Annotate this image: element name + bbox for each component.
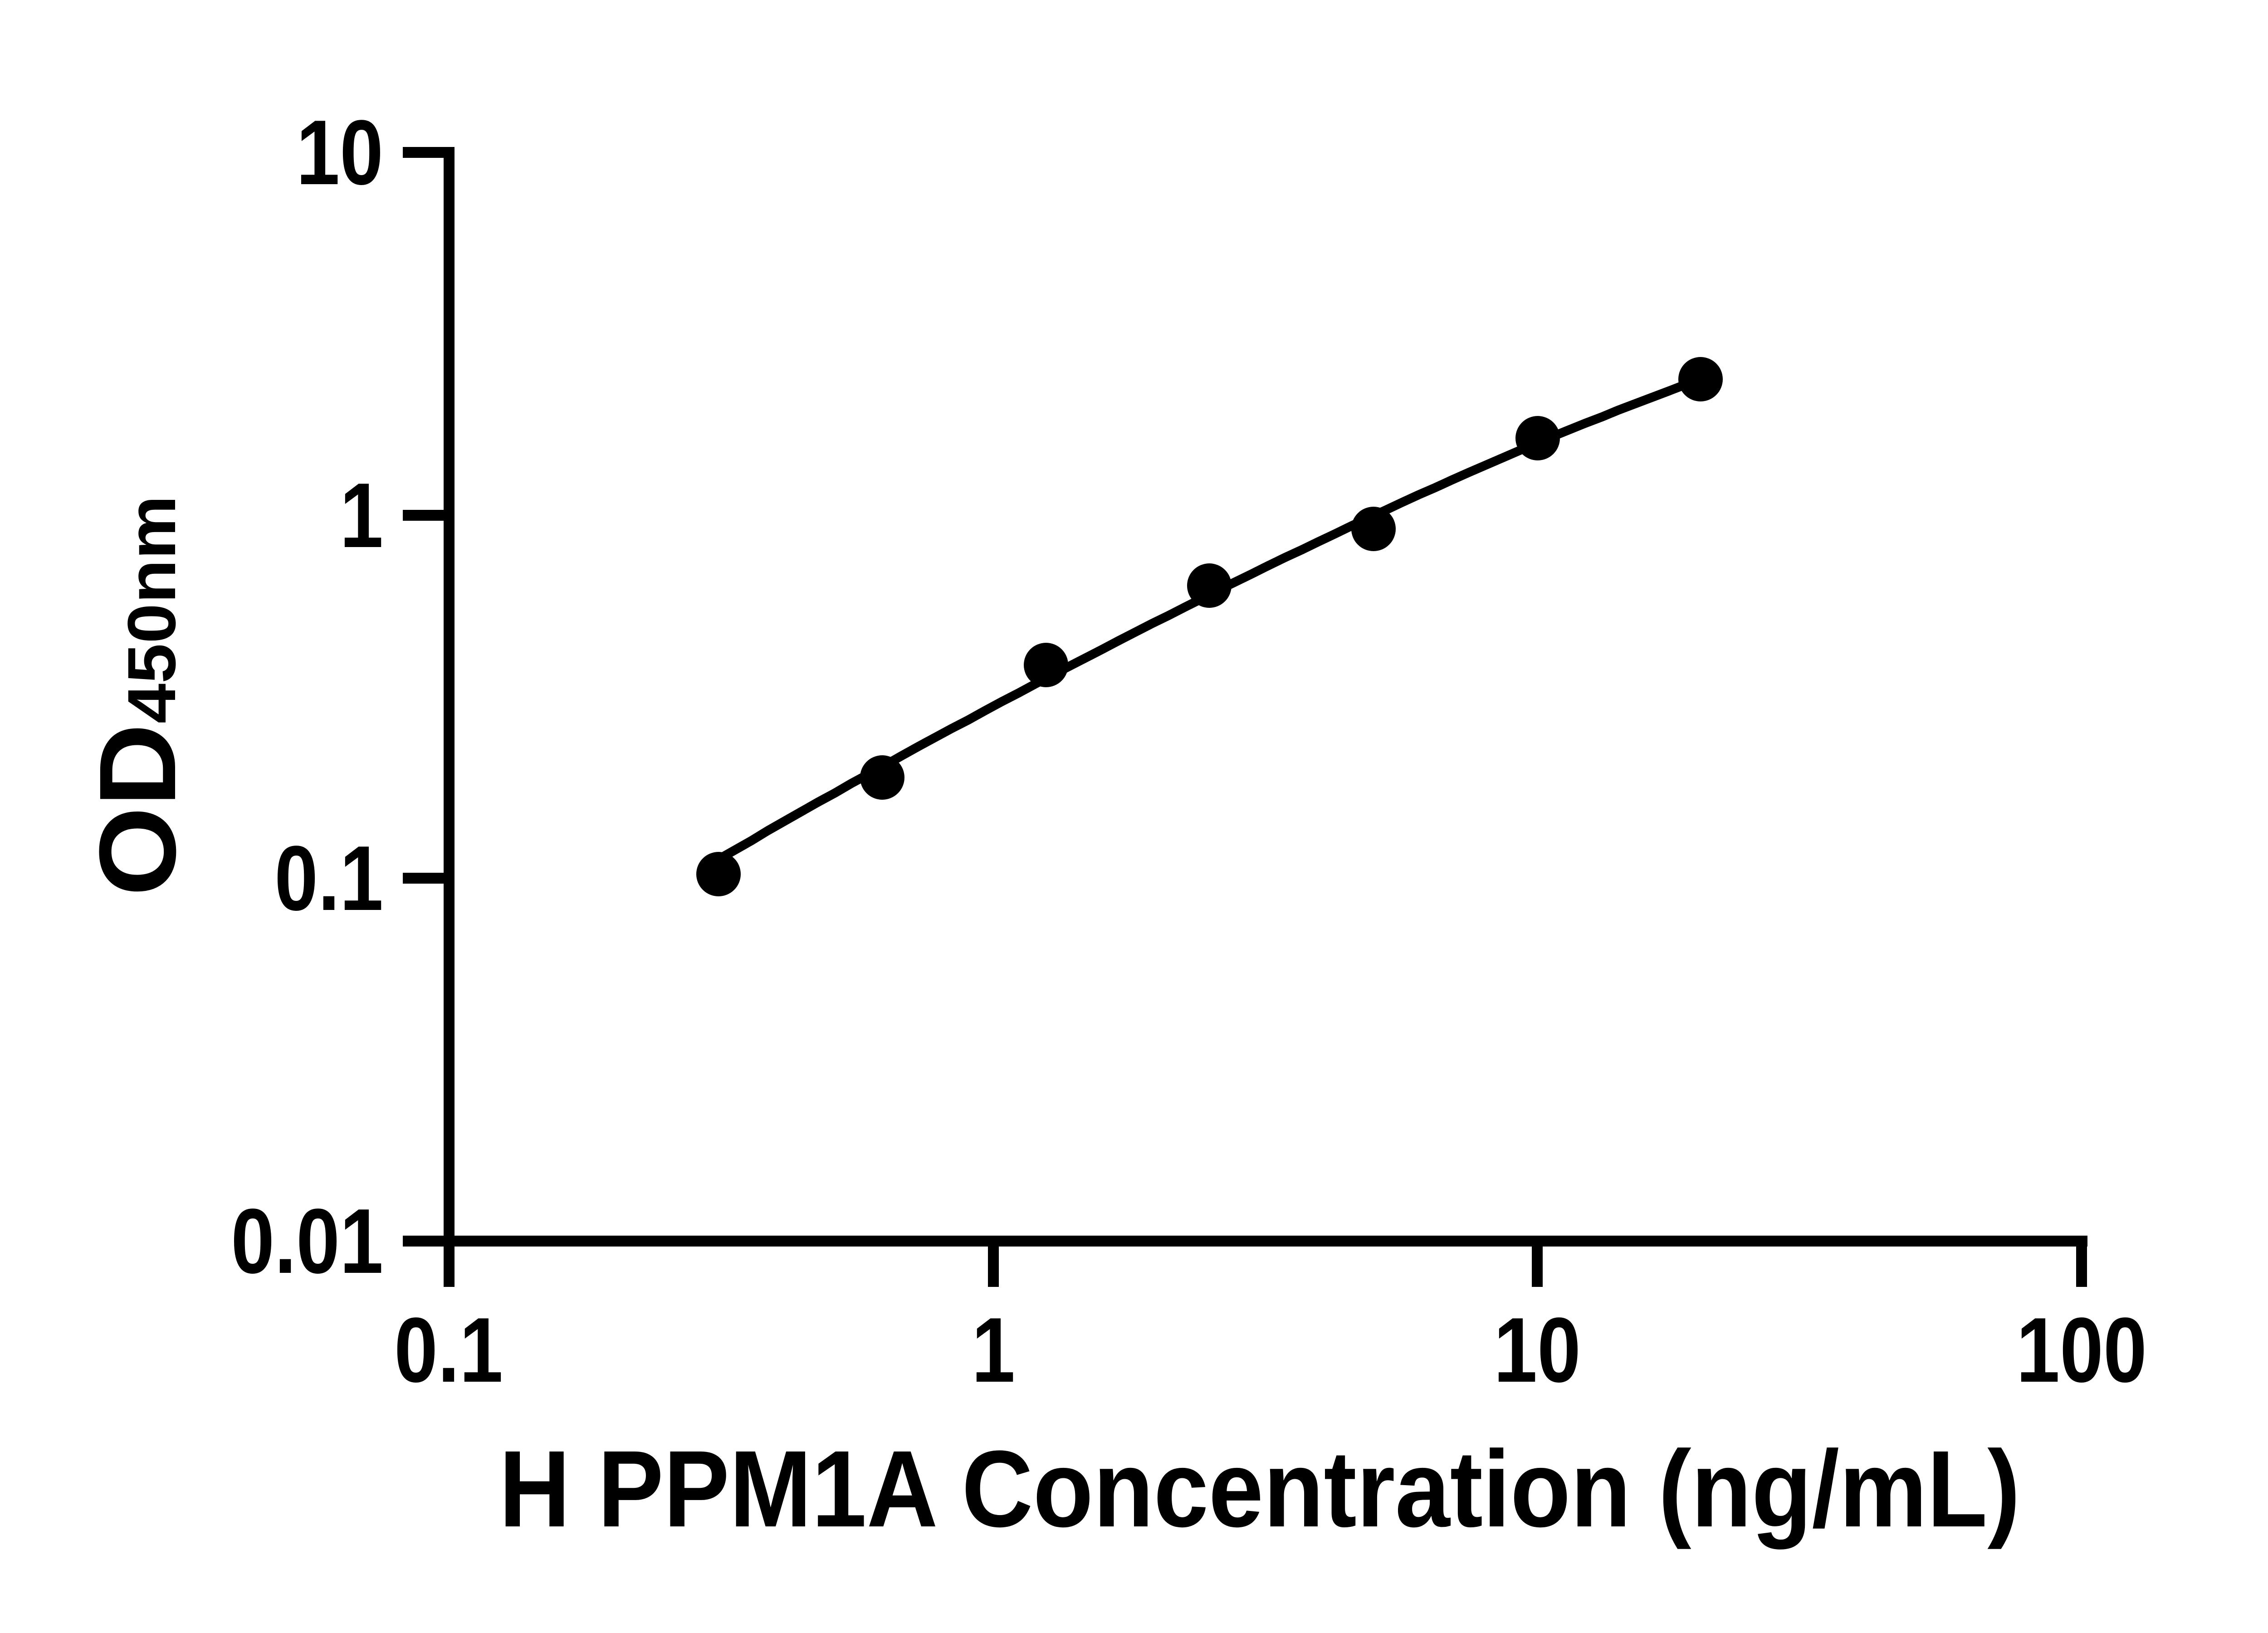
svg-text:0.1: 0.1: [274, 826, 383, 929]
svg-text:0.01: 0.01: [231, 1189, 383, 1292]
svg-text:100: 100: [2016, 1298, 2147, 1401]
svg-text:1: 1: [340, 464, 383, 567]
svg-text:1: 1: [972, 1298, 1015, 1401]
svg-text:0.1: 0.1: [394, 1298, 503, 1401]
svg-text:H PPM1A Concentration (ng/mL): H PPM1A Concentration (ng/mL): [499, 1428, 2020, 1550]
svg-text:10: 10: [1494, 1298, 1581, 1401]
svg-text:10: 10: [296, 101, 383, 204]
